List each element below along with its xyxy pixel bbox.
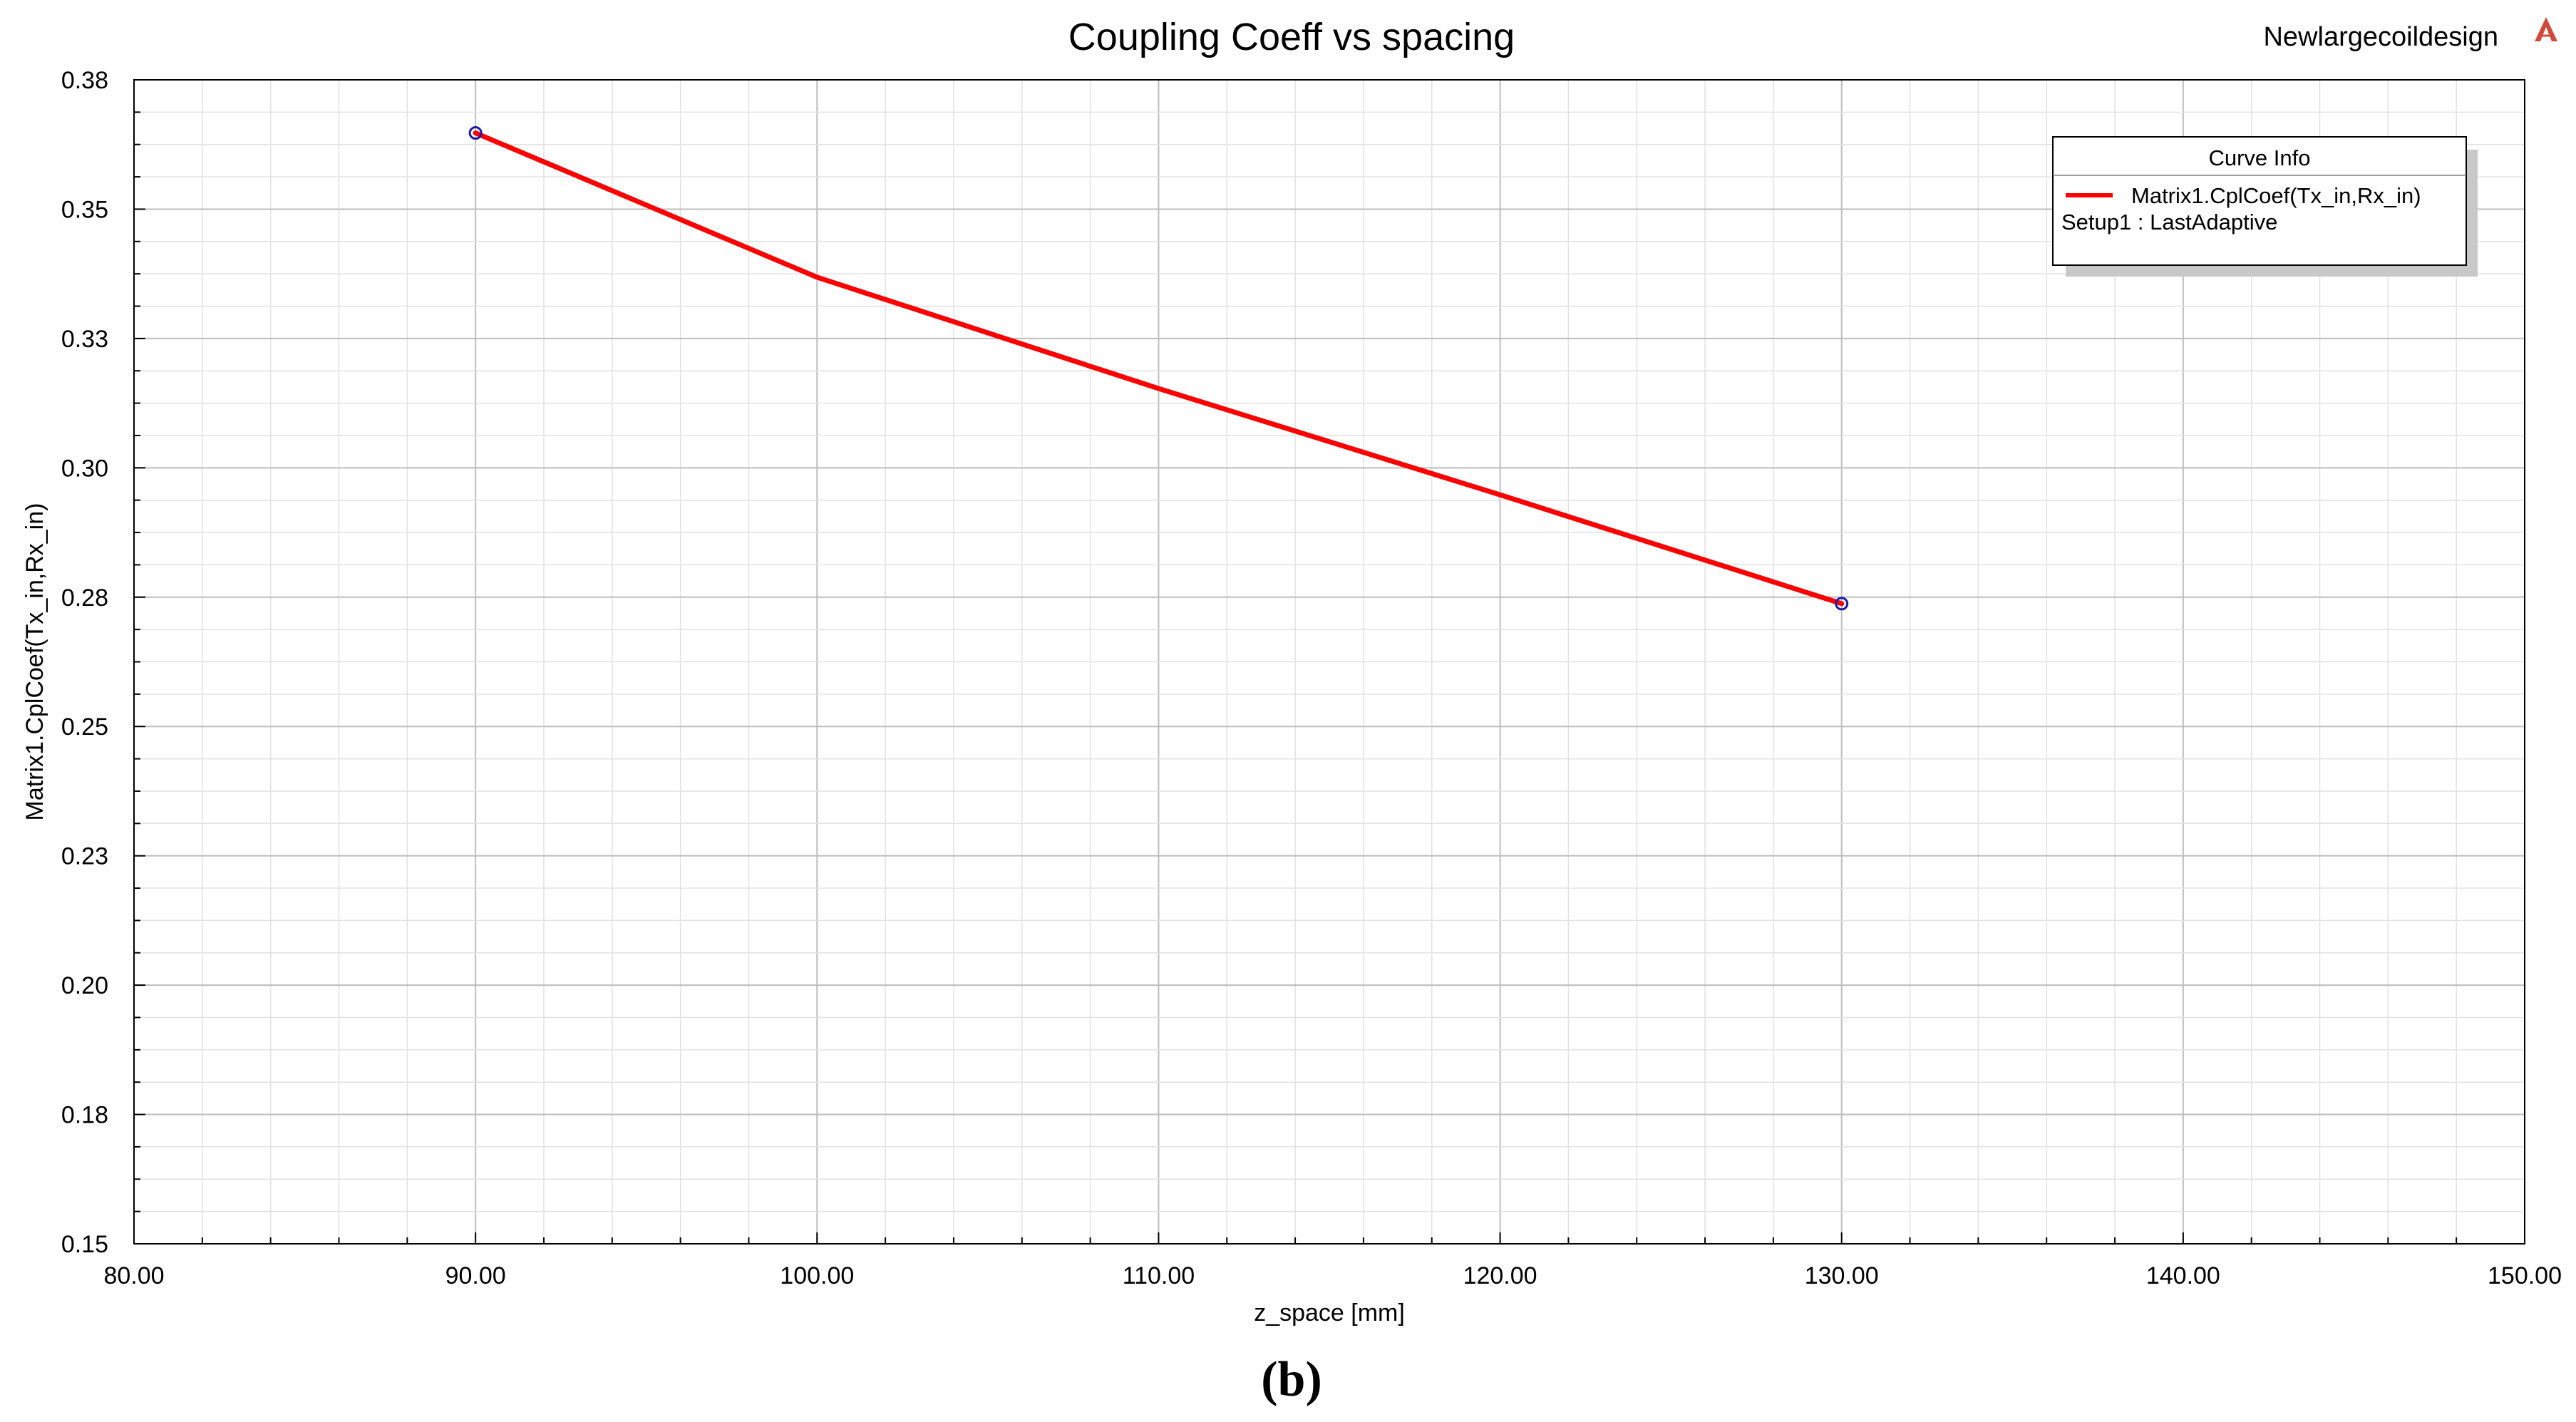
y-tick-label: 0.18 bbox=[61, 1102, 108, 1129]
x-axis-label: z_space [mm] bbox=[1254, 1299, 1405, 1326]
y-tick-label: 0.23 bbox=[61, 843, 108, 870]
legend-entry-setup: Setup1 : LastAdaptive bbox=[2061, 210, 2277, 235]
x-tick-label: 80.00 bbox=[103, 1262, 164, 1289]
project-name: Newlargecoildesign bbox=[2263, 22, 2498, 52]
x-tick-label: 140.00 bbox=[2146, 1262, 2220, 1289]
x-tick-label: 110.00 bbox=[1123, 1262, 1195, 1289]
y-tick-label: 0.38 bbox=[61, 67, 108, 94]
x-tick-label: 130.00 bbox=[1805, 1262, 1879, 1289]
y-tick-label: 0.30 bbox=[61, 455, 108, 482]
data-point-marker bbox=[1835, 597, 1849, 611]
legend-title: Curve Info bbox=[2208, 145, 2310, 170]
series-line bbox=[473, 130, 1845, 607]
ansys-logo-icon bbox=[2535, 17, 2557, 41]
y-tick-label: 0.28 bbox=[61, 584, 108, 612]
legend: Curve Info Matrix1.CplCoef(Tx_in,Rx_in) … bbox=[2052, 136, 2478, 277]
series-layer bbox=[468, 126, 1849, 611]
y-axis-label: Matrix1.CplCoef(Tx_in,Rx_in) bbox=[21, 503, 48, 821]
legend-box bbox=[2052, 136, 2467, 266]
y-tick-label: 0.33 bbox=[61, 326, 108, 353]
y-tick-label: 0.20 bbox=[61, 972, 108, 999]
x-tick-label: 100.00 bbox=[780, 1262, 854, 1289]
legend-entry-series: Matrix1.CplCoef(Tx_in,Rx_in) bbox=[2131, 183, 2421, 208]
y-tick-label: 0.25 bbox=[61, 713, 108, 741]
figure-caption: (b) bbox=[1261, 1352, 1322, 1407]
data-point-marker bbox=[468, 126, 483, 140]
axis-ticks: 80.00 90.00 100.00 110.00 120.00 130.00 140.00… bbox=[61, 67, 2562, 1289]
x-tick-label: 120.00 bbox=[1463, 1262, 1537, 1289]
x-tick-label: 90.00 bbox=[445, 1262, 506, 1289]
grid bbox=[133, 79, 2525, 1245]
y-tick-label: 0.15 bbox=[61, 1231, 108, 1258]
x-tick-label: 150.00 bbox=[2488, 1262, 2562, 1289]
y-tick-label: 0.35 bbox=[61, 196, 108, 223]
chart-title: Coupling Coeff vs spacing bbox=[1068, 16, 1515, 58]
